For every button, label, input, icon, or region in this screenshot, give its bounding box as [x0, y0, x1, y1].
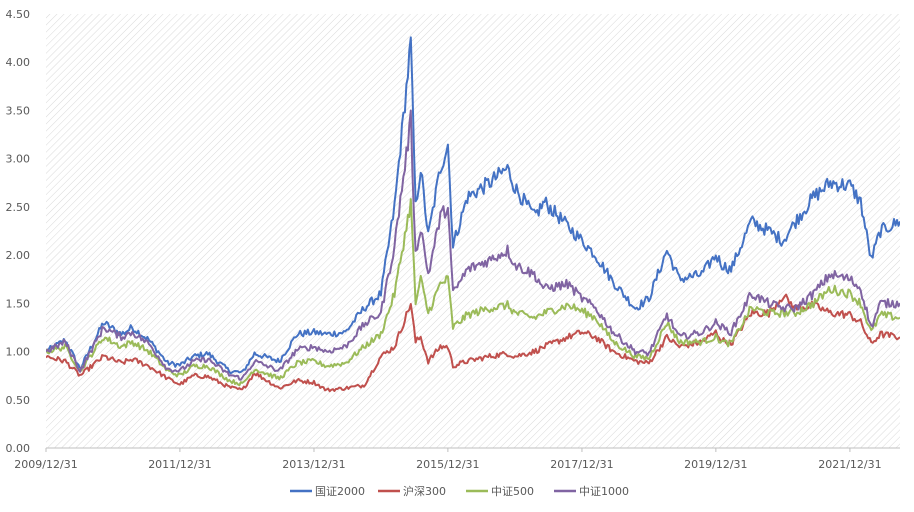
- y-axis: 0.00 0.50 1.00 1.50 2.00 2.50 3.00 3.50 4.00 4.50: [6, 8, 31, 455]
- legend-item: 国证2000: [290, 485, 365, 498]
- y-tick-label: 3.00: [6, 153, 31, 166]
- legend: 国证2000 沪深300 中证500 中证1000: [290, 484, 629, 498]
- x-tick-label: 2017/12/31: [550, 458, 613, 471]
- legend-label: 国证2000: [315, 485, 365, 498]
- x-tick-label: 2021/12/31: [818, 458, 881, 471]
- legend-item: 沪深300: [378, 484, 446, 498]
- x-tick-label: 2013/12/31: [282, 458, 345, 471]
- y-tick-label: 1.00: [6, 346, 31, 359]
- legend-item: 中证500: [466, 485, 534, 498]
- y-tick-label: 0.50: [6, 394, 31, 407]
- x-tick-label: 2011/12/31: [148, 458, 211, 471]
- x-axis: 2009/12/31 2011/12/31 2013/12/31 2015/12/31…: [14, 448, 882, 471]
- legend-label: 沪深300: [403, 484, 446, 498]
- series-line-1: [46, 293, 900, 393]
- y-tick-label: 4.50: [6, 8, 31, 21]
- x-tick-label: 2009/12/31: [14, 458, 77, 471]
- legend-item: 中证1000: [554, 485, 629, 498]
- legend-label: 中证500: [491, 485, 534, 498]
- y-tick-label: 2.50: [6, 201, 31, 214]
- series-line-0: [46, 36, 900, 375]
- y-tick-label: 1.50: [6, 297, 31, 310]
- y-tick-label: 3.50: [6, 104, 31, 117]
- x-tick-label: 2015/12/31: [416, 458, 479, 471]
- series-line-3: [46, 109, 900, 381]
- y-tick-label: 0.00: [6, 442, 31, 455]
- legend-label: 中证1000: [579, 485, 629, 498]
- y-tick-label: 4.00: [6, 56, 31, 69]
- x-tick-label: 2019/12/31: [684, 458, 747, 471]
- series-line-2: [46, 198, 900, 387]
- y-tick-label: 2.00: [6, 249, 31, 262]
- series-layer: [46, 36, 900, 393]
